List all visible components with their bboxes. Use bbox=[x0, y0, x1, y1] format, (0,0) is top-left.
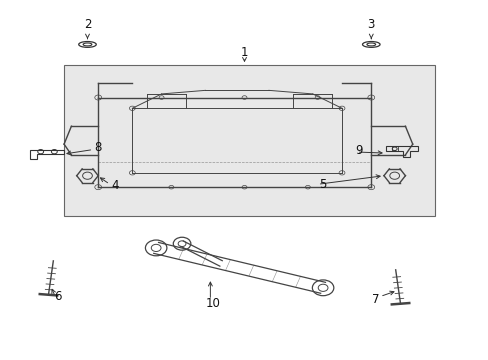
Text: 1: 1 bbox=[240, 46, 248, 59]
Text: 10: 10 bbox=[205, 297, 220, 310]
Text: 7: 7 bbox=[372, 293, 379, 306]
Text: 5: 5 bbox=[318, 178, 325, 191]
Text: 8: 8 bbox=[94, 141, 102, 154]
Text: 9: 9 bbox=[355, 144, 362, 157]
Bar bbox=[64, 65, 434, 216]
Text: 3: 3 bbox=[367, 18, 374, 31]
Text: 4: 4 bbox=[111, 179, 119, 192]
Text: 2: 2 bbox=[83, 18, 91, 31]
Text: 6: 6 bbox=[54, 290, 62, 303]
